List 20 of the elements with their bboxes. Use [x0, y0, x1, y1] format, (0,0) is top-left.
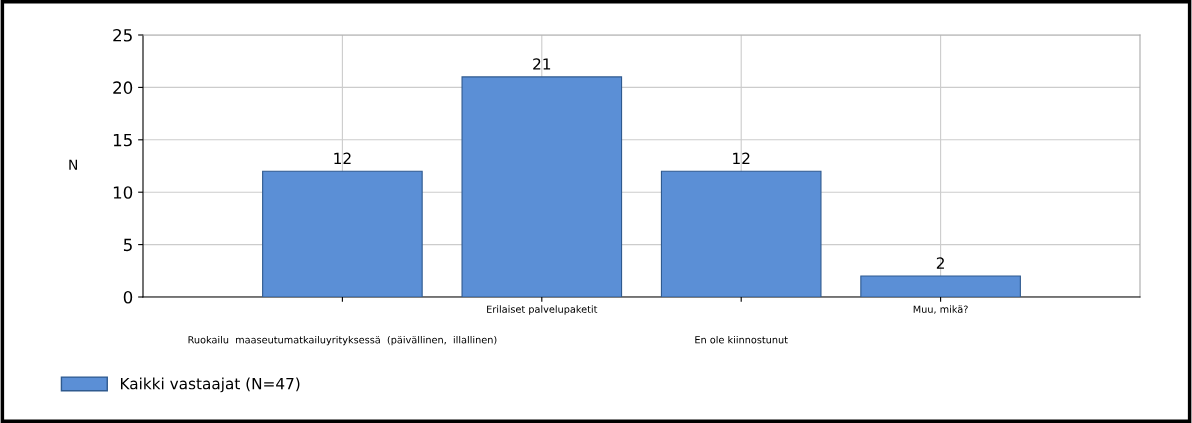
- x-tick-label: Ruokailu maaseutumatkailuyrityksessä (päivällinen, illallinen): [188, 335, 497, 346]
- data-label: 21: [533, 58, 551, 70]
- bar: [262, 170, 423, 297]
- x-tick-label: En ole kiinnostunut: [695, 335, 788, 344]
- y-tick-label: 10: [113, 186, 133, 199]
- bar: [461, 76, 623, 297]
- bar: [860, 275, 1021, 297]
- y-tick-label: 15: [113, 133, 132, 147]
- x-tick-label: Erilaiset palvelupaketit: [487, 305, 598, 315]
- data-label: 12: [334, 152, 351, 164]
- y-tick-label: 25: [113, 28, 132, 42]
- legend-label: Kaikki vastaajat (N=47): [120, 377, 300, 393]
- bar: [660, 170, 822, 297]
- x-tick-label: Muu, mikä?: [913, 305, 968, 314]
- data-label: 2: [936, 257, 944, 269]
- y-tick-label: 0: [123, 290, 133, 304]
- y-tick-label: 20: [113, 81, 133, 94]
- y-tick-label: 5: [123, 238, 132, 252]
- data-label: 12: [733, 152, 750, 164]
- y-axis-title: N: [69, 159, 78, 170]
